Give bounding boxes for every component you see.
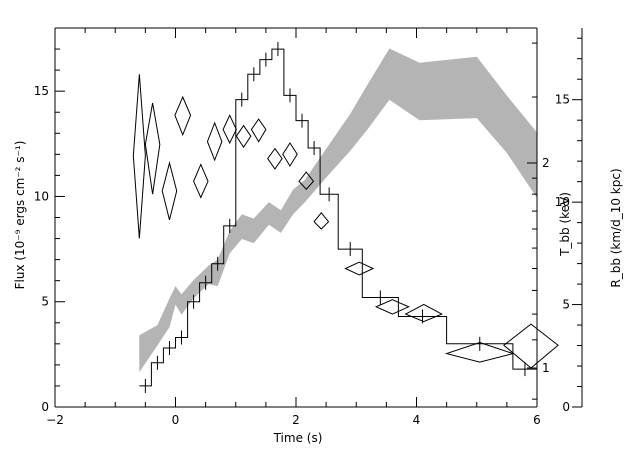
temperature-diamond xyxy=(267,147,283,170)
temperature-diamond xyxy=(374,299,410,315)
axes-layer xyxy=(54,27,583,408)
temperature-diamond xyxy=(193,163,209,199)
temperature-diamonds-layer xyxy=(132,74,559,369)
kt-tick-label: 1 xyxy=(542,361,550,375)
radius-tick-label: 15 xyxy=(555,93,570,107)
temperature-diamond xyxy=(313,212,330,230)
x-tick-label: 0 xyxy=(172,413,180,427)
temperature-diamond xyxy=(132,74,146,239)
kt-axis-title: T_bb (keV) xyxy=(558,192,572,257)
flux-tick-label: 0 xyxy=(41,400,49,414)
temperature-diamond xyxy=(144,102,161,195)
radius-tick-label: 10 xyxy=(555,195,570,209)
x-tick-label: −2 xyxy=(46,413,64,427)
temperature-diamond xyxy=(444,341,515,363)
temperature-diamond xyxy=(174,95,192,137)
temperature-diamond xyxy=(222,114,237,145)
temperature-diamond xyxy=(161,161,178,221)
flux-tick-label: 5 xyxy=(41,295,49,309)
x-tick-label: 6 xyxy=(533,413,541,427)
flux-tick-label: 10 xyxy=(34,189,49,203)
temperature-diamond xyxy=(344,261,375,276)
x-axis-title: Time (s) xyxy=(273,431,323,445)
x-tick-label: 4 xyxy=(413,413,421,427)
temperature-diamond xyxy=(235,124,252,149)
flux-tick-label: 15 xyxy=(34,84,49,98)
temperature-diamond xyxy=(503,323,559,369)
temperature-diamond xyxy=(250,118,267,143)
flux-histogram-layer xyxy=(139,42,537,393)
temperature-diamond xyxy=(298,171,315,191)
left-axis-title: Flux (10⁻⁹ ergs cm⁻² s⁻¹) xyxy=(13,141,27,290)
temperature-diamond xyxy=(282,142,298,167)
radius-tick-label: 0 xyxy=(562,400,570,414)
kt-tick-label: 2 xyxy=(542,156,550,170)
radius-axis-title: R_bb (km/d_10 kpc) xyxy=(609,168,623,287)
x-tick-label: 2 xyxy=(292,413,300,427)
radius-tick-label: 5 xyxy=(562,298,570,312)
temperature-diamond xyxy=(206,121,223,162)
temperature-diamond xyxy=(404,303,443,323)
